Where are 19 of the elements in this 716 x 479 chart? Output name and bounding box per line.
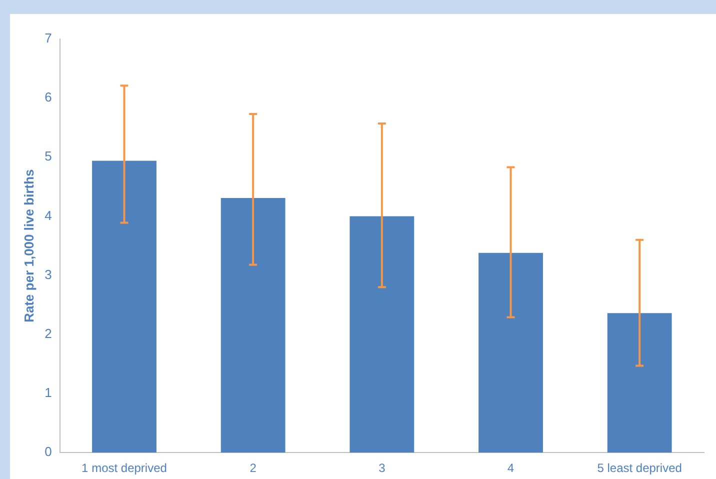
x-tick-label: 5 least deprived	[597, 461, 682, 476]
y-tick-label: 2	[44, 326, 52, 342]
y-tick-label: 5	[44, 148, 52, 164]
y-tick-label: 1	[44, 385, 52, 400]
bar	[350, 216, 414, 453]
y-tick-label: 0	[44, 444, 52, 460]
bar	[92, 160, 156, 453]
y-tick-label: 6	[44, 90, 52, 105]
bar	[220, 198, 286, 453]
y-tick-label: 7	[44, 30, 52, 46]
y-axis-title: Rate per 1,000 live births	[21, 169, 36, 322]
bar	[478, 252, 543, 453]
x-tick-label: 4	[507, 461, 514, 476]
x-tick-label: 3	[378, 461, 386, 476]
y-tick-label: 3	[44, 266, 52, 282]
bar	[607, 313, 672, 453]
y-tick-label: 4	[44, 208, 52, 223]
x-tick-label: 1 most deprived	[82, 461, 167, 476]
x-tick-label: 2	[250, 461, 257, 476]
